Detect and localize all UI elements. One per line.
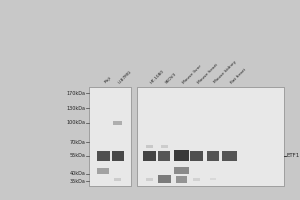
Text: U-87MG: U-87MG bbox=[118, 69, 133, 84]
Bar bbox=[158, 151, 170, 161]
Bar bbox=[161, 145, 168, 148]
Text: 55kDa: 55kDa bbox=[70, 153, 86, 158]
Bar bbox=[210, 178, 216, 180]
Bar bbox=[98, 168, 110, 174]
Bar bbox=[136, 87, 284, 186]
Bar bbox=[143, 151, 156, 161]
Bar bbox=[176, 176, 187, 183]
Text: Raji: Raji bbox=[103, 76, 112, 84]
Bar bbox=[97, 151, 110, 161]
Bar bbox=[88, 87, 130, 186]
Bar bbox=[222, 151, 237, 161]
Bar bbox=[193, 178, 200, 181]
Bar bbox=[112, 151, 124, 161]
Text: 100kDa: 100kDa bbox=[67, 120, 85, 125]
Bar bbox=[158, 175, 171, 183]
Text: 70kDa: 70kDa bbox=[70, 140, 86, 145]
Bar bbox=[146, 145, 153, 148]
Text: 170kDa: 170kDa bbox=[67, 91, 85, 96]
Bar bbox=[114, 178, 121, 181]
Bar bbox=[190, 151, 203, 161]
Bar bbox=[146, 178, 153, 181]
Bar bbox=[113, 121, 122, 125]
Text: Rat heart: Rat heart bbox=[230, 67, 247, 84]
Text: Mouse heart: Mouse heart bbox=[196, 62, 218, 84]
Text: Mouse kidney: Mouse kidney bbox=[213, 60, 237, 84]
Bar bbox=[174, 167, 189, 174]
Text: 130kDa: 130kDa bbox=[67, 106, 85, 111]
Text: 35kDa: 35kDa bbox=[70, 179, 86, 184]
Text: 40kDa: 40kDa bbox=[70, 171, 86, 176]
Text: Mouse liver: Mouse liver bbox=[182, 64, 202, 84]
Text: SKOV3: SKOV3 bbox=[164, 71, 177, 84]
Bar bbox=[174, 150, 189, 161]
Text: HT-1080: HT-1080 bbox=[149, 69, 165, 84]
Text: ETF1: ETF1 bbox=[286, 153, 300, 158]
Bar bbox=[207, 151, 219, 161]
